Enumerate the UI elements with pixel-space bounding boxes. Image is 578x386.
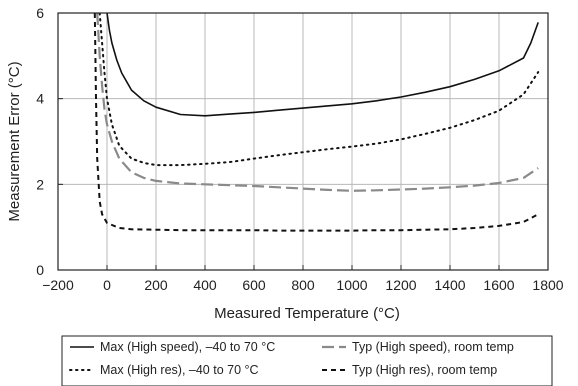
series-line-2: [96, 13, 539, 192]
legend-label-4: Typ (High res), room temp: [352, 363, 497, 377]
x-tick-label: 1800: [532, 277, 563, 293]
legend-label-3: Max (High res), –40 to 70 °C: [100, 363, 259, 377]
y-tick-label: 4: [36, 91, 44, 107]
x-tick-label: 400: [193, 277, 217, 293]
x-tick-label: 1600: [483, 277, 514, 293]
legend: Max (High speed), –40 to 70 °C Typ (High …: [61, 335, 553, 386]
x-tick-label: 600: [242, 277, 266, 293]
x-tick-label: 1200: [385, 277, 416, 293]
x-tick-label: 0: [103, 277, 111, 293]
x-tick-label: −200: [42, 277, 74, 293]
y-tick-label: 6: [36, 5, 44, 21]
x-axis: −200 0 200 400 600 800 1000 1200 1400 1600 1800: [42, 265, 564, 293]
x-tick-label: 200: [144, 277, 168, 293]
x-tick-label: 800: [291, 277, 315, 293]
series-line-3: [98, 13, 540, 167]
x-axis-title: Measured Temperature (°C): [214, 305, 400, 322]
y-axis-title: Measurement Error (°C): [6, 61, 23, 221]
legend-box: [61, 335, 553, 386]
series-line-1: [106, 13, 539, 117]
legend-label-2: Typ (High speed), room temp: [352, 340, 514, 354]
y-tick-label: 2: [36, 176, 44, 192]
legend-label-1: Max (High speed), –40 to 70 °C: [100, 340, 275, 354]
x-tick-label: 1000: [336, 277, 367, 293]
grid: [58, 13, 548, 270]
y-axis: 0 2 4 6: [36, 5, 63, 278]
y-tick-label: 0: [36, 262, 44, 278]
series-line-4: [93, 13, 539, 232]
series-layer: [93, 13, 540, 232]
x-tick-label: 1400: [434, 277, 465, 293]
